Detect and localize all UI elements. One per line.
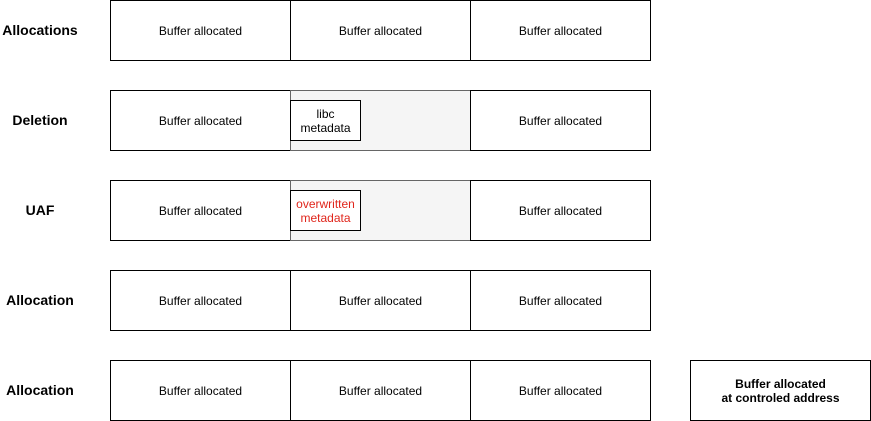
buffer-cell: Buffer allocated: [110, 0, 291, 61]
buffer-cell: Buffer allocated: [110, 270, 291, 331]
buffer-cell: Buffer allocated: [470, 360, 651, 421]
buffer-cell: Buffer allocated: [290, 360, 471, 421]
buffer-cell: Buffer allocated: [470, 180, 651, 241]
buffer-cell: Buffer allocated: [110, 180, 291, 241]
buffer-cell: Buffer allocated: [470, 270, 651, 331]
buffer-cell: Buffer allocated: [110, 360, 291, 421]
row-label-allocation: Allocation: [6, 292, 74, 308]
libc-metadata-box: libc metadata: [290, 100, 361, 141]
buffer-cell: Buffer allocated: [110, 90, 291, 151]
overwritten-metadata-box: overwritten metadata: [290, 190, 361, 231]
buffer-cell: Buffer allocated: [470, 0, 651, 61]
buffer-cell: Buffer allocated: [290, 270, 471, 331]
row-label-deletion: Deletion: [12, 112, 68, 128]
buffer-cell: Buffer allocated: [470, 90, 651, 151]
row-label-uaf: UAF: [25, 202, 55, 218]
controlled-address-buffer: Buffer allocated at controled address: [690, 360, 871, 421]
buffer-cell: Buffer allocated: [290, 0, 471, 61]
row-label-allocation: Allocation: [6, 382, 74, 398]
row-label-allocations: Allocations: [2, 22, 78, 38]
